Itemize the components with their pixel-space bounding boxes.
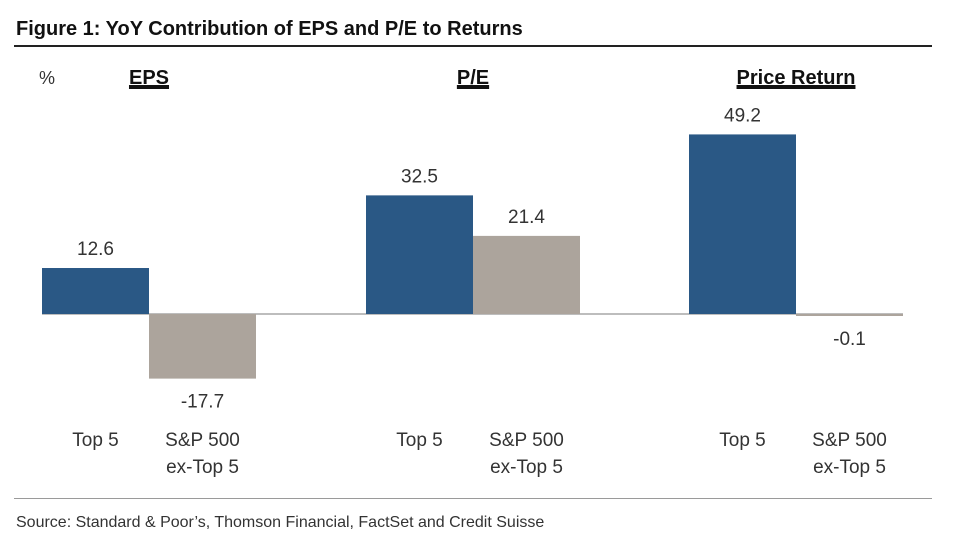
bar-p-e-sp500-ex-top-5 bbox=[473, 235, 580, 314]
source-divider bbox=[14, 498, 932, 499]
source-note: Source: Standard & Poor’s, Thomson Finan… bbox=[16, 514, 545, 531]
data-label-price-return-top-5: 49.2 bbox=[724, 105, 761, 126]
category-label-line2-price-return-sp500-ex-top-5: ex-Top 5 bbox=[813, 457, 886, 478]
data-label-price-return-sp500-ex-top-5: -0.1 bbox=[833, 329, 866, 350]
data-label-eps-sp500-ex-top-5: -17.7 bbox=[181, 392, 224, 413]
category-label-line2-p-e-sp500-ex-top-5: ex-Top 5 bbox=[490, 457, 563, 478]
data-label-p-e-sp500-ex-top-5: 21.4 bbox=[508, 207, 545, 228]
data-label-eps-top-5: 12.6 bbox=[77, 239, 114, 260]
category-label-line2-eps-sp500-ex-top-5: ex-Top 5 bbox=[166, 457, 239, 478]
data-label-p-e-top-5: 32.5 bbox=[401, 166, 438, 187]
bar-price-return-sp500-ex-top-5 bbox=[796, 314, 903, 316]
category-label-price-return-sp500-ex-top-5: S&P 500 bbox=[812, 430, 887, 451]
category-label-p-e-top-5: Top 5 bbox=[396, 430, 442, 451]
bar-eps-sp500-ex-top-5 bbox=[149, 314, 256, 379]
y-axis-unit-label: % bbox=[39, 68, 55, 88]
bar-price-return-top-5 bbox=[689, 134, 796, 314]
category-label-eps-top-5: Top 5 bbox=[72, 430, 118, 451]
figure-title: Figure 1: YoY Contribution of EPS and P/… bbox=[16, 18, 523, 40]
category-label-eps-sp500-ex-top-5: S&P 500 bbox=[165, 430, 240, 451]
category-label-p-e-sp500-ex-top-5: S&P 500 bbox=[489, 430, 564, 451]
category-label-price-return-top-5: Top 5 bbox=[719, 430, 765, 451]
panel-header-eps: EPS bbox=[129, 67, 169, 89]
title-divider bbox=[14, 45, 932, 47]
panel-header-p-e: P/E bbox=[457, 67, 489, 89]
bar-eps-top-5 bbox=[42, 268, 149, 314]
bar-p-e-top-5 bbox=[366, 195, 473, 314]
panel-header-price-return: Price Return bbox=[737, 67, 856, 89]
